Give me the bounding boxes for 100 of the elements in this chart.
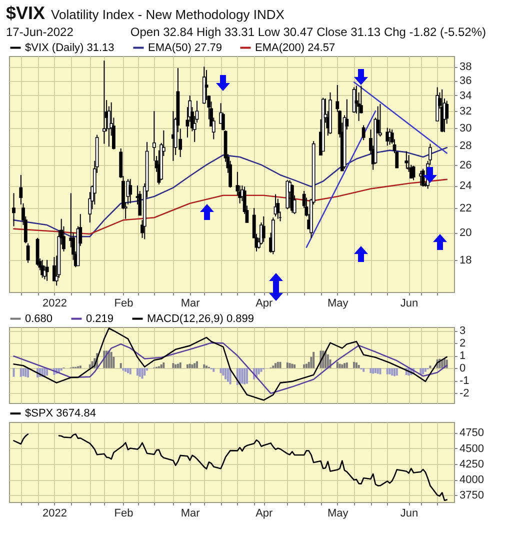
text: Open 32.84 High 33.31 Low 30.47 Close 31.13 Chg -1.82 (-5.52%) [130,25,486,40]
bar [288,363,291,368]
bar [386,368,388,374]
y-tick-label: 1 [460,350,466,362]
y-tick-label: 4250 [460,458,484,470]
bar [22,368,24,376]
bar [312,352,315,368]
x-tick-label: May [328,508,349,520]
bar [220,368,222,374]
bar [224,368,227,380]
y-tick-label: 34 [460,90,472,102]
y-tick-label: 36 [460,75,472,88]
bar [305,364,308,368]
line-series [13,178,448,235]
y-tick-label: 0 [460,362,466,375]
bar [79,366,82,368]
bar [174,364,177,368]
x-tick-label: Feb [114,508,134,520]
bar [44,368,46,376]
bar [179,362,182,368]
bar [60,368,62,371]
bar [429,366,432,368]
bar [194,363,196,368]
y-tick-label: 4000 [460,474,484,486]
bar [241,368,244,384]
bar [279,362,282,368]
bar [255,368,258,377]
x-tick-label: Apr [256,298,274,310]
y-tick-label: 26 [460,159,472,172]
bar [291,364,294,368]
bar [272,366,274,368]
bar [196,361,198,368]
bar [394,368,396,376]
bar [355,362,358,368]
bar [212,368,215,372]
bar [358,365,360,368]
x-tick-label: 2022 [42,508,67,520]
y-tick-label: 18 [460,254,472,266]
candlestick [128,178,132,204]
candlestick [26,242,30,264]
bar [344,363,346,368]
x-tick-label: Feb [114,298,134,310]
bar [141,368,144,379]
bar [376,368,379,374]
bar [303,364,306,368]
bar [388,368,391,374]
candlestick [262,216,266,242]
line-series [13,328,448,401]
legend-label: MACD(12,26,9) 0.899 [147,312,254,325]
y-tick-label: 2 [460,338,466,350]
bar [122,368,124,371]
bar [238,368,241,384]
bar [138,368,141,377]
bar [370,368,372,374]
bar [372,368,374,374]
bar [326,354,329,368]
bar [226,368,229,382]
legend-label: EMA(50) 27.79 [148,42,222,54]
y-tick-label: 3750 [460,490,484,502]
x-tick-label: May [328,298,349,310]
bar [144,368,146,376]
candlestick [404,150,408,170]
bar [129,368,132,374]
bar [353,362,356,368]
y-tick-label: 4750 [460,427,484,440]
bar [396,368,398,376]
bar [260,368,262,372]
legend-label: $VIX (Daily) 31.13 [25,42,114,54]
y-tick-label: 28 [460,140,472,152]
bar [12,368,15,377]
bar [374,368,376,374]
bar [391,368,394,376]
bar [346,362,348,368]
text: 17-Jun-2022 [6,25,74,40]
y-tick-label: 22 [460,202,472,215]
bar [162,362,165,368]
bar [110,352,112,368]
x-tick-label: Mar [180,298,200,310]
bar [88,364,91,368]
x-tick-label: Mar [180,508,200,520]
y-tick-label: 38 [460,61,472,74]
bar [274,363,277,368]
y-tick-label: -2 [460,388,470,400]
bar [244,368,246,384]
bar [286,362,288,368]
y-tick-label: 20 [460,227,472,240]
candlestick [276,198,280,220]
x-tick-label: Jun [400,508,418,520]
y-tick-label: 32 [460,106,472,118]
x-tick-label: Apr [256,508,274,520]
bar [338,364,341,368]
y-tick-label: 4500 [460,442,484,455]
legend-label: EMA(200) 24.57 [255,42,336,54]
bar [120,363,122,368]
bar [258,368,260,374]
legend-label: 0.219 [86,312,114,325]
bar [424,368,426,372]
bar [276,362,279,368]
y-tick-label: 30 [460,122,472,134]
series-label: $SPX 3674.84 [25,408,96,420]
